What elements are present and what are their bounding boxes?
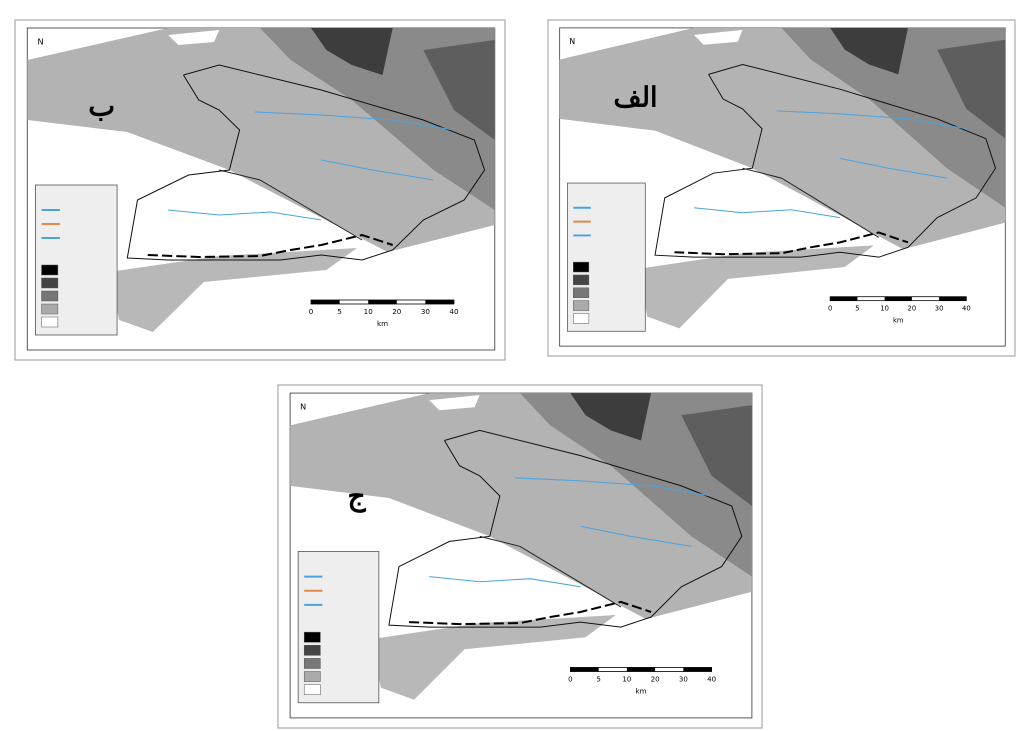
peaks [937,39,1006,139]
scale-tick-label: 5 [337,307,342,316]
scale-tick-label: 30 [421,307,431,316]
legend-swatch [303,671,321,682]
scale-tick-label: 10 [364,307,374,316]
legend-swatch [41,264,59,276]
scale-tick-label: 40 [449,307,459,316]
north-label: N [37,37,43,47]
scale-tick-label: 20 [651,675,660,684]
legend-swatch [303,684,321,695]
legend-swatch [573,287,590,298]
mountain [570,393,652,441]
legend-swatch [303,631,321,643]
mountain [830,27,908,75]
scale-segment [368,300,397,304]
stream [514,477,712,497]
lower-tongue [370,615,616,700]
scale-tick-label: 0 [309,307,314,316]
scale-tick-label: 0 [568,675,573,684]
scale-tick-label: 20 [908,305,917,313]
scale-tick-label: 40 [962,305,971,313]
stream [321,159,434,181]
road [409,600,652,626]
scale-tick-label: 40 [707,675,716,684]
north-label: N [569,37,575,46]
mountain [311,28,393,75]
map-panel: ج N 0 5 10 20 30 40 km [277,384,763,729]
scale-segment [884,296,912,301]
scale-unit: km [636,687,647,696]
scale-tick-label: 20 [392,307,402,316]
road [674,231,909,256]
snow [429,395,480,411]
lower-tongue [108,248,357,332]
map-panel: الف N 0 5 10 20 30 40 km [547,19,1016,357]
scale-tick-label: 30 [935,305,944,313]
lower-tongue [637,245,874,329]
panel-label: ب [88,89,115,123]
legend-swatch [41,290,59,302]
scale-tick-label: 5 [596,675,600,684]
scale-segment [570,667,599,672]
legend-swatch [573,274,590,286]
scale-segment [425,300,454,304]
panel-label: ج [348,478,367,513]
stream [168,209,322,221]
stream [776,110,967,130]
scale-unit: km [893,316,904,324]
stream [429,576,581,588]
channel [219,169,363,241]
north-label: N [300,403,306,412]
peaks [681,405,752,507]
stream [693,207,840,219]
basin-boundary [654,63,997,258]
snow [168,30,220,45]
scale-segment [626,667,656,672]
scale-tick-label: 10 [622,675,631,684]
legend-swatch [41,303,59,315]
stream [839,157,947,179]
legend-swatch [303,658,321,669]
legend-swatch [573,313,590,324]
scale-tick-label: 10 [880,305,889,313]
scale-tick-label: 0 [828,305,832,313]
peaks [423,40,495,140]
map-panel: ب N 0 5 10 20 30 40 km [14,19,506,361]
panel-label: الف [614,81,658,113]
legend-swatch [41,316,59,328]
scale-tick-label: 5 [855,305,859,313]
scale-tick-label: 30 [679,675,688,684]
scale-segment [830,296,858,301]
scale-segment [939,296,967,301]
legend-swatch [303,645,321,656]
legend-swatch [573,300,590,311]
stream [254,111,455,131]
basin-boundary [388,429,743,628]
legend-swatch [41,277,59,289]
stream [580,525,692,547]
scale-unit: km [377,319,388,328]
scale-segment [311,300,340,304]
basin-boundary [126,64,486,261]
channel [742,167,880,238]
road [147,233,394,259]
scale-segment [683,667,712,672]
channel [479,535,622,608]
legend-swatch [573,261,590,273]
